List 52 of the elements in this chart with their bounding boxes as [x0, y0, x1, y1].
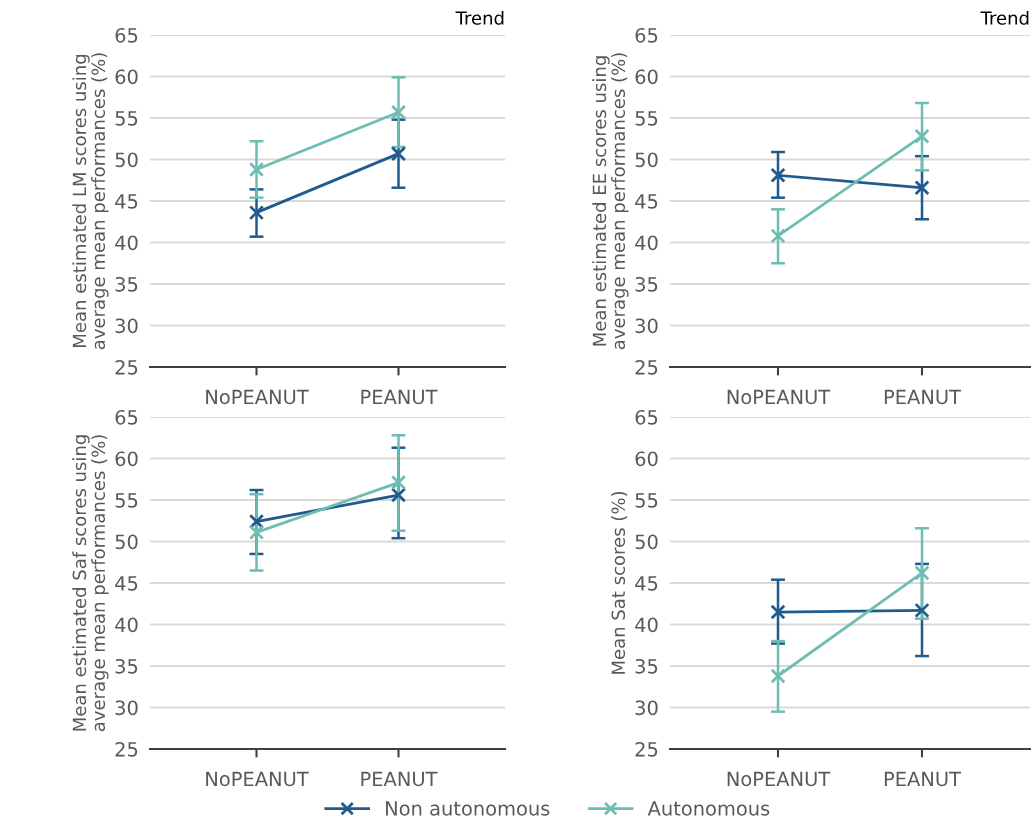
x-tick-label: PEANUT: [361, 771, 438, 787]
y-axis-title: Mean Sat scores (%): [611, 491, 628, 674]
y-tick-label: 60: [635, 69, 658, 85]
y-tick-label: 35: [635, 276, 658, 292]
y-tick-label: 50: [635, 534, 658, 550]
y-tick-label: 45: [635, 576, 658, 591]
y-tick-label: 65: [635, 409, 658, 425]
text: Trend: [980, 10, 1029, 25]
y-tick-label: 30: [115, 318, 138, 334]
y-tick-label: 35: [115, 276, 138, 292]
y-tick-label: 45: [635, 194, 658, 209]
text: Trend: [455, 10, 504, 25]
y-axis-title: Mean estimated LM scores using average mean performances (%): [72, 53, 109, 350]
y-axis-title: Mean estimated Saf scores using average mean performances (%): [72, 435, 109, 732]
y-tick-label: 25: [115, 741, 138, 757]
y-tick-label: 30: [635, 318, 658, 334]
y-tick-label: 60: [115, 451, 138, 467]
y-tick-label: 40: [115, 235, 138, 251]
x-tick-label: NoPEANUT: [727, 389, 831, 405]
y-tick-label: 30: [635, 700, 658, 716]
x-tick-label: NoPEANUT: [206, 771, 309, 787]
y-tick-label: 65: [635, 27, 658, 43]
y-tick-label: 55: [635, 111, 658, 126]
x-tick-label: PEANUT: [884, 771, 962, 787]
y-tick-label: 35: [115, 658, 138, 674]
y-axis-title: Mean estimated EE scores using average mean performances (%): [592, 53, 629, 350]
y-tick-label: 25: [635, 359, 658, 375]
y-tick-label: 60: [635, 451, 658, 467]
x-tick-label: NoPEANUT: [727, 771, 831, 787]
y-tick-label: 50: [115, 152, 138, 168]
y-tick-label: 40: [635, 235, 658, 251]
x-tick-label: PEANUT: [361, 389, 438, 405]
y-tick-label: 65: [115, 409, 138, 425]
y-tick-label: 60: [115, 69, 138, 85]
y-tick-label: 65: [115, 27, 138, 43]
x-tick-label: NoPEANUT: [206, 389, 309, 405]
y-tick-label: 40: [115, 617, 138, 633]
y-tick-label: 45: [115, 194, 138, 209]
legend-label: Autonomous: [647, 801, 770, 816]
y-tick-label: 55: [635, 493, 658, 508]
y-tick-label: 50: [115, 534, 138, 550]
y-tick-label: 50: [635, 152, 658, 168]
y-tick-label: 35: [635, 658, 658, 674]
legend-label: Non autonomous: [386, 801, 550, 816]
y-tick-label: 25: [635, 741, 658, 757]
y-tick-label: 25: [115, 359, 138, 375]
y-tick-label: 30: [115, 700, 138, 716]
y-tick-label: 55: [115, 493, 138, 508]
y-tick-label: 40: [635, 617, 658, 633]
x-tick-label: PEANUT: [884, 389, 962, 405]
y-tick-label: 55: [115, 111, 138, 126]
y-tick-label: 45: [115, 576, 138, 591]
